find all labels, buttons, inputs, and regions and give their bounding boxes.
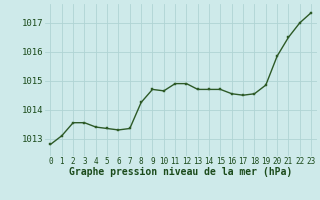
X-axis label: Graphe pression niveau de la mer (hPa): Graphe pression niveau de la mer (hPa) bbox=[69, 167, 292, 177]
